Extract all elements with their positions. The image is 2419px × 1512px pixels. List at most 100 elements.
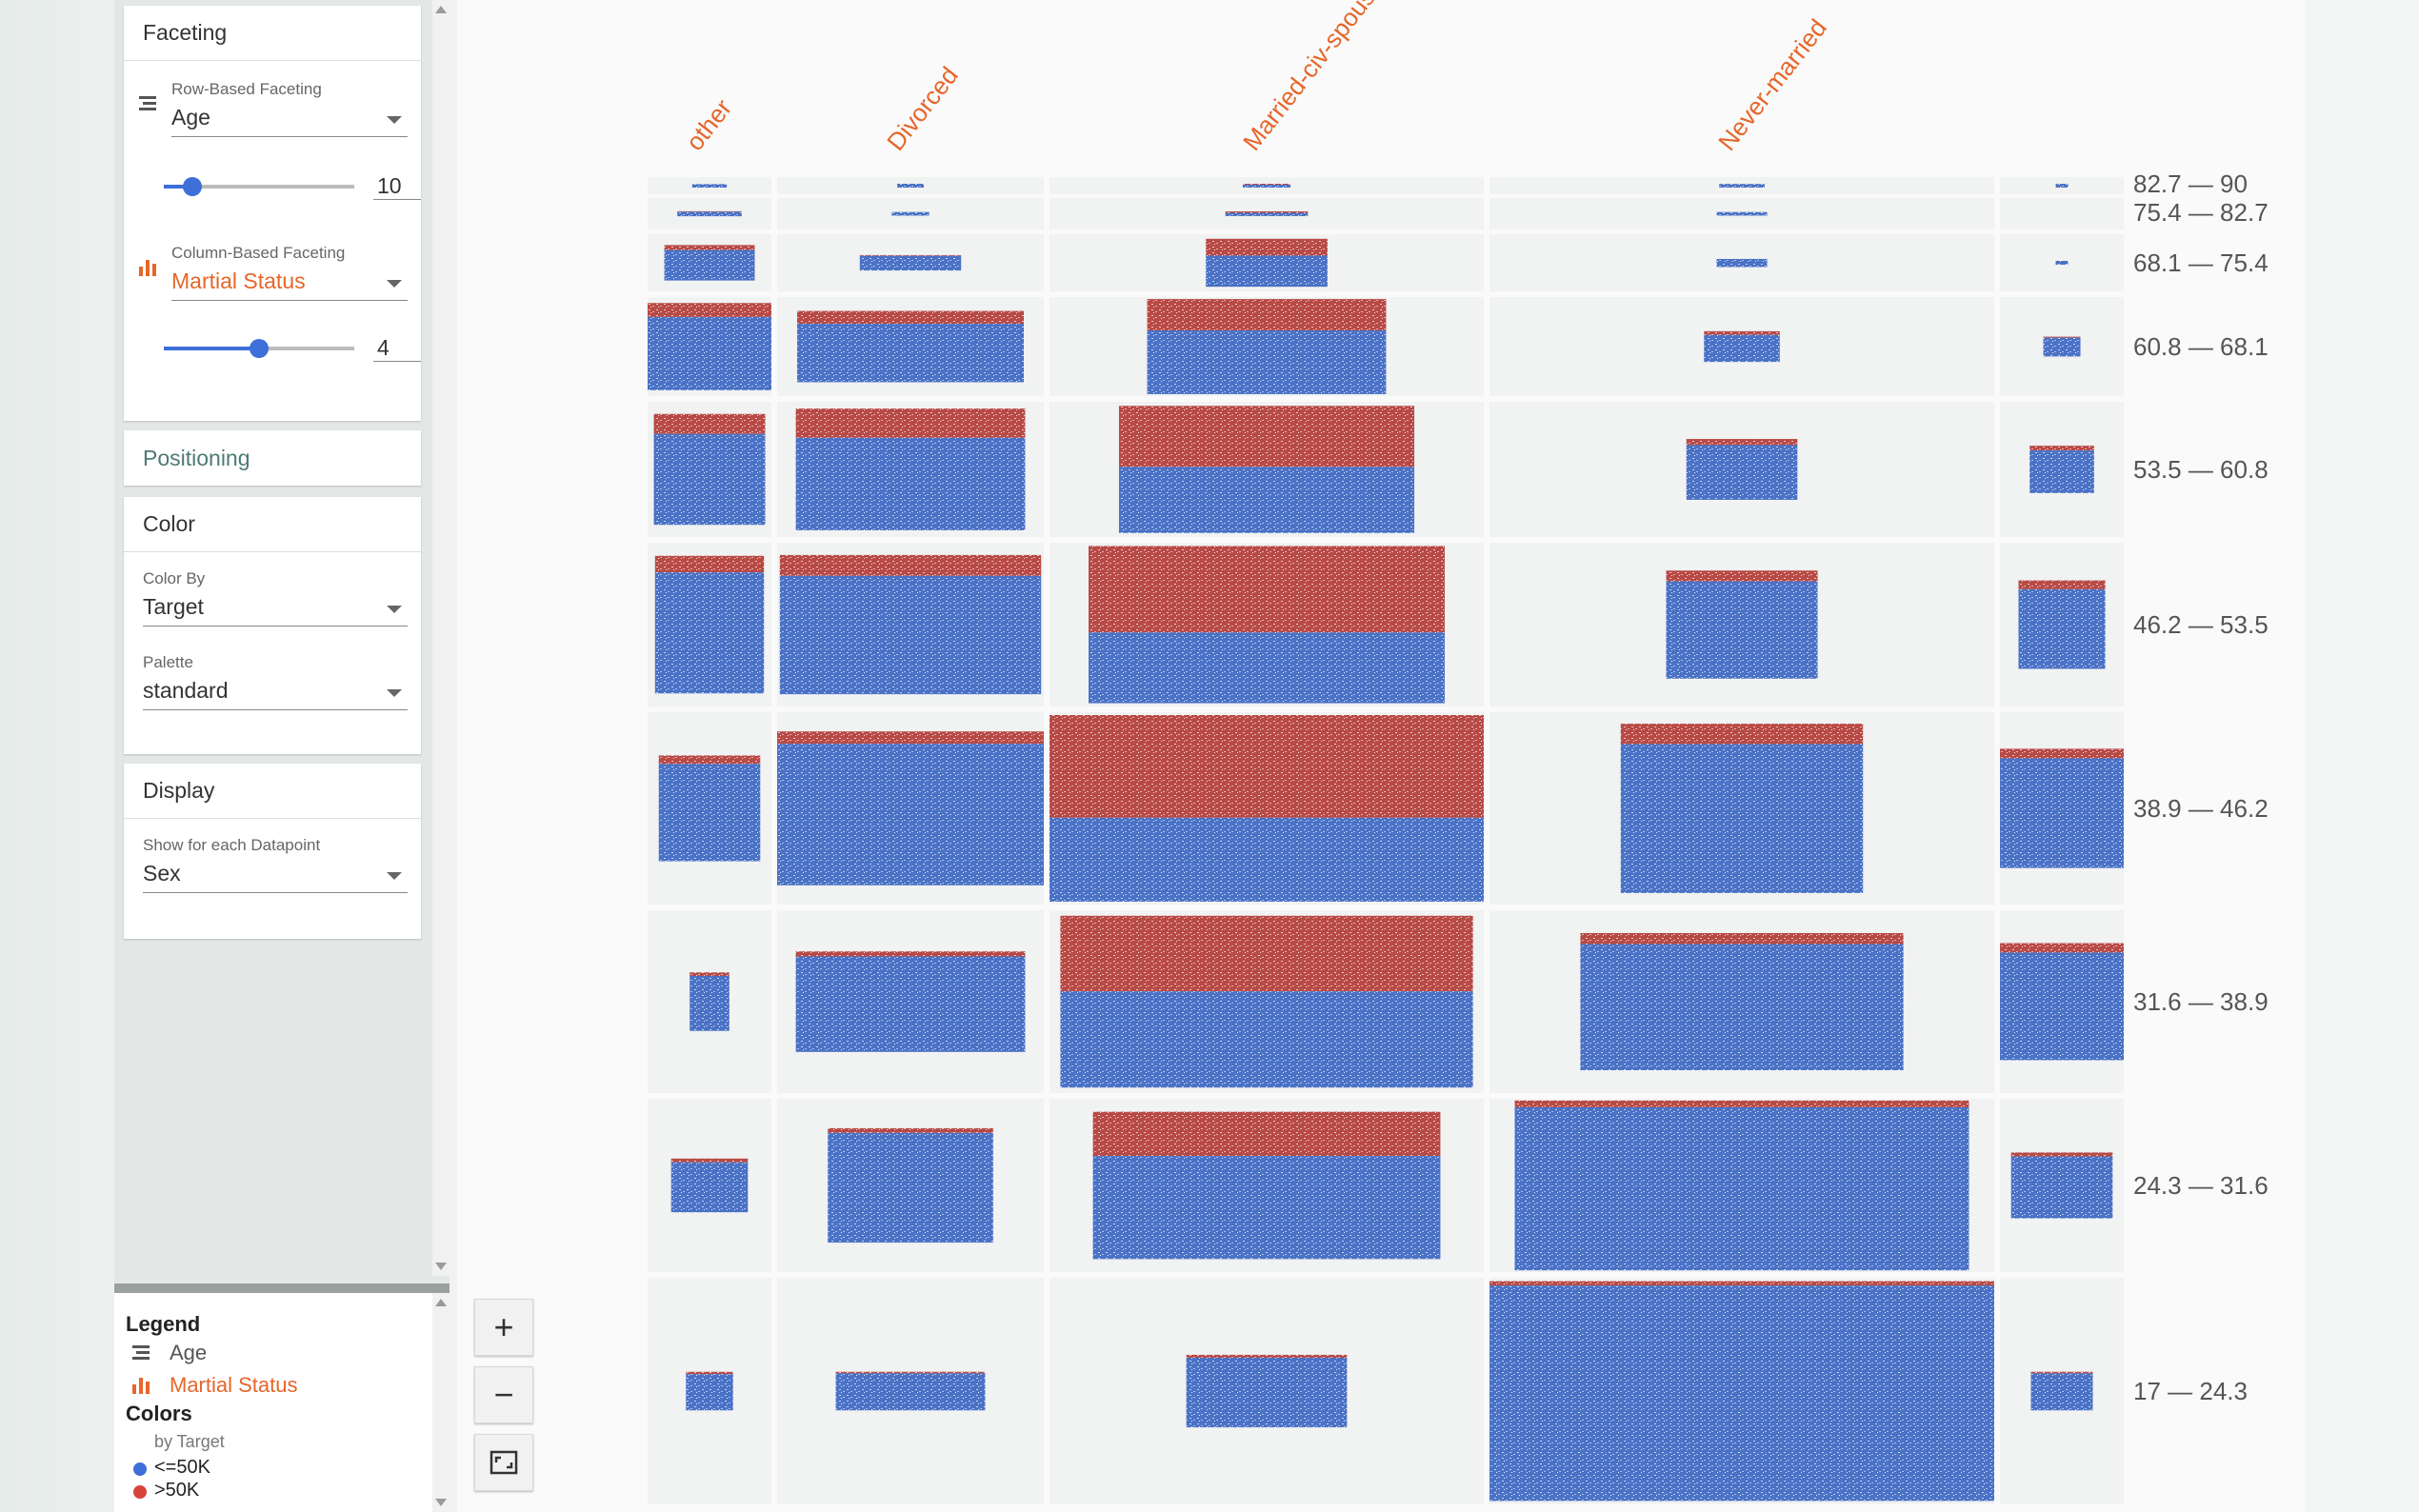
datapoints-low-income[interactable]: [1716, 258, 1768, 268]
datapoints-low-income[interactable]: [1580, 944, 1904, 1070]
datapoints-high-income[interactable]: [1242, 184, 1291, 185]
scroll-down-icon[interactable]: [435, 1499, 447, 1506]
column-bins-slider-handle[interactable]: [250, 339, 269, 358]
datapoints-high-income[interactable]: [653, 413, 766, 434]
datapoints-low-income[interactable]: [2029, 450, 2094, 493]
column-bins-slider[interactable]: [164, 339, 354, 358]
datapoints-low-income[interactable]: [859, 255, 962, 271]
datapoints-high-income[interactable]: [2000, 748, 2124, 759]
scroll-up-icon[interactable]: [435, 1299, 447, 1306]
datapoints-high-income[interactable]: [2000, 943, 2124, 953]
row-bins-slider-handle[interactable]: [183, 177, 202, 196]
column-faceting-field[interactable]: Column-Based Faceting Martial Status: [171, 244, 408, 301]
datapoints-high-income[interactable]: [1206, 238, 1328, 256]
datapoints-low-income[interactable]: [795, 437, 1026, 530]
datapoints-high-income[interactable]: [795, 408, 1026, 438]
row-bins-slider[interactable]: [164, 177, 354, 196]
color-by-field[interactable]: Color By Target: [143, 569, 408, 627]
datapoints-high-income[interactable]: [664, 245, 755, 250]
datapoints-low-income[interactable]: [1092, 1156, 1441, 1260]
datapoints-low-income[interactable]: [1225, 212, 1309, 216]
datapoints-high-income[interactable]: [777, 731, 1044, 745]
datapoints-low-income[interactable]: [777, 744, 1044, 885]
datapoints-high-income[interactable]: [797, 310, 1024, 325]
datapoints-high-income[interactable]: [1686, 439, 1798, 446]
facet-cell[interactable]: [2000, 198, 2124, 229]
datapoints-low-income[interactable]: [1206, 255, 1328, 288]
zoom-in-button[interactable]: +: [474, 1299, 533, 1356]
datapoints-low-income[interactable]: [2055, 261, 2069, 265]
datapoints-low-income[interactable]: [1147, 330, 1387, 394]
datapoints-low-income[interactable]: [2055, 184, 2069, 188]
datapoints-high-income[interactable]: [690, 972, 730, 976]
palette-select[interactable]: standard: [143, 678, 408, 710]
datapoints-low-income[interactable]: [1716, 211, 1768, 216]
color-title[interactable]: Color: [124, 497, 421, 552]
datapoints-high-income[interactable]: [1118, 406, 1415, 468]
datapoints-high-income[interactable]: [2029, 446, 2094, 451]
datapoints-low-income[interactable]: [2000, 758, 2124, 868]
datapoints-low-income[interactable]: [1719, 184, 1765, 188]
datapoints-low-income[interactable]: [2030, 1373, 2093, 1411]
datapoints-low-income[interactable]: [1514, 1106, 1969, 1271]
scroll-down-icon[interactable]: [435, 1263, 447, 1270]
datapoints-high-income[interactable]: [670, 1158, 749, 1163]
datapoints-high-income[interactable]: [2018, 580, 2106, 589]
datapoints-low-income[interactable]: [891, 211, 930, 216]
facet-chart-svg[interactable]: other Divorced Married-civ-spouse Never-mar…: [457, 0, 2305, 1512]
sidebar-scrollbar[interactable]: [432, 0, 450, 1276]
datapoints-high-income[interactable]: [859, 254, 962, 256]
scroll-up-icon[interactable]: [435, 6, 447, 13]
datapoints-low-income[interactable]: [828, 1132, 993, 1243]
datapoints-low-income[interactable]: [1686, 445, 1798, 500]
datapoints-low-income[interactable]: [1489, 1285, 1994, 1502]
datapoints-low-income[interactable]: [1704, 334, 1780, 363]
color-by-select[interactable]: Target: [143, 594, 408, 627]
datapoints-low-income[interactable]: [1060, 991, 1473, 1088]
datapoints-high-income[interactable]: [658, 755, 761, 765]
datapoints-low-income[interactable]: [1186, 1357, 1348, 1428]
show-datapoint-select[interactable]: Sex: [143, 861, 408, 893]
datapoints-high-income[interactable]: [1489, 1281, 1994, 1286]
datapoints-high-income[interactable]: [1704, 330, 1780, 335]
show-datapoint-field[interactable]: Show for each Datapoint Sex: [143, 836, 408, 893]
datapoints-low-income[interactable]: [1666, 581, 1818, 679]
faceting-title[interactable]: Faceting: [124, 6, 421, 61]
datapoints-high-income[interactable]: [677, 210, 742, 212]
datapoints-high-income[interactable]: [1225, 211, 1309, 213]
datapoints-high-income[interactable]: [686, 1371, 733, 1375]
palette-field[interactable]: Palette standard: [143, 653, 408, 710]
datapoints-low-income[interactable]: [1118, 467, 1415, 533]
datapoints-low-income[interactable]: [658, 764, 761, 862]
zoom-out-button[interactable]: −: [474, 1366, 533, 1423]
datapoints-low-income[interactable]: [2018, 588, 2106, 669]
datapoints-high-income[interactable]: [2030, 1371, 2093, 1374]
datapoints-high-income[interactable]: [648, 303, 771, 317]
datapoints-low-income[interactable]: [897, 184, 924, 188]
datapoints-high-income[interactable]: [1620, 724, 1864, 745]
datapoints-low-income[interactable]: [1620, 744, 1864, 893]
datapoints-low-income[interactable]: [670, 1162, 749, 1213]
datapoints-high-income[interactable]: [1580, 933, 1904, 945]
datapoints-high-income[interactable]: [654, 555, 765, 573]
datapoints-high-income[interactable]: [795, 951, 1026, 957]
datapoints-high-income[interactable]: [1050, 715, 1484, 818]
facet-chart[interactable]: other Divorced Married-civ-spouse Never-mar…: [457, 0, 2305, 1512]
column-faceting-select[interactable]: Martial Status: [171, 269, 408, 301]
datapoints-high-income[interactable]: [2010, 1152, 2113, 1157]
datapoints-high-income[interactable]: [1514, 1100, 1969, 1107]
datapoints-low-income[interactable]: [653, 433, 766, 526]
datapoints-high-income[interactable]: [779, 554, 1042, 576]
row-bins-input[interactable]: 10: [373, 173, 421, 200]
row-faceting-select[interactable]: Age: [171, 105, 408, 137]
datapoints-low-income[interactable]: [691, 184, 728, 188]
datapoints-low-income[interactable]: [797, 324, 1024, 383]
datapoints-low-income[interactable]: [654, 572, 765, 694]
legend-scrollbar[interactable]: [432, 1293, 450, 1512]
datapoints-high-income[interactable]: [1186, 1354, 1348, 1358]
datapoints-high-income[interactable]: [1147, 299, 1387, 331]
row-faceting-field[interactable]: Row-Based Faceting Age: [171, 80, 408, 137]
datapoints-low-income[interactable]: [2043, 337, 2081, 357]
datapoints-high-income[interactable]: [835, 1371, 986, 1374]
column-bins-input[interactable]: 4: [373, 335, 421, 362]
